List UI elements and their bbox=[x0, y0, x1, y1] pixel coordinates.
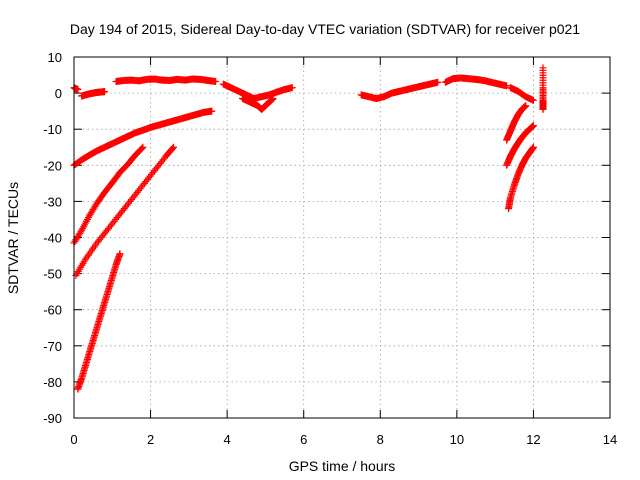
x-tick-label: 4 bbox=[224, 432, 231, 447]
x-tick-label: 10 bbox=[450, 432, 464, 447]
data-point bbox=[74, 85, 82, 93]
y-tick-label: -10 bbox=[43, 122, 62, 137]
x-tick-label: 12 bbox=[526, 432, 540, 447]
scatter-series bbox=[506, 84, 537, 104]
y-tick-label: -60 bbox=[43, 303, 62, 318]
data-point bbox=[288, 84, 296, 92]
y-tick-labels: 10 0 -10 -20 -30 -40 -50 -60 -70 -80 -90 bbox=[43, 50, 62, 426]
scatter-series bbox=[72, 143, 178, 279]
scatter-series bbox=[503, 102, 530, 144]
data-point bbox=[169, 144, 177, 152]
scatter-series bbox=[238, 95, 277, 113]
plot-frame bbox=[73, 56, 611, 419]
scatter-series bbox=[539, 64, 547, 113]
data-point bbox=[208, 107, 216, 115]
data-point bbox=[101, 88, 109, 96]
data-point bbox=[170, 143, 178, 151]
scatter-series bbox=[70, 84, 82, 93]
x-tick-labels: 0 2 4 6 8 10 12 14 bbox=[70, 432, 617, 447]
scatter-series bbox=[70, 107, 216, 169]
scatter-series bbox=[112, 75, 220, 86]
chart-title: Day 194 of 2015, Sidereal Day-to-day VTE… bbox=[70, 21, 580, 37]
scatter-series bbox=[74, 250, 124, 393]
data-point bbox=[529, 143, 537, 151]
y-tick-label: -90 bbox=[43, 411, 62, 426]
scatter-series bbox=[219, 80, 296, 103]
data-point bbox=[529, 122, 537, 130]
scatter-series bbox=[70, 143, 147, 247]
data-point bbox=[529, 96, 537, 104]
data-point bbox=[116, 250, 124, 258]
y-tick-label: -80 bbox=[43, 375, 62, 390]
y-tick-label: 0 bbox=[55, 86, 62, 101]
data-point bbox=[212, 78, 220, 86]
y-tick-label: -70 bbox=[43, 339, 62, 354]
scatter-series bbox=[441, 74, 511, 90]
data-point bbox=[138, 144, 146, 152]
data-point bbox=[269, 95, 277, 103]
x-tick-label: 8 bbox=[377, 432, 384, 447]
data-point bbox=[434, 78, 442, 86]
grid-lines bbox=[74, 57, 610, 418]
y-tick-label: -20 bbox=[43, 158, 62, 173]
y-tick-label: -40 bbox=[43, 231, 62, 246]
scatter-series bbox=[357, 78, 442, 103]
y-tick-label: -50 bbox=[43, 267, 62, 282]
data-point bbox=[139, 143, 147, 151]
y-tick-label: -30 bbox=[43, 194, 62, 209]
x-axis-label: GPS time / hours bbox=[289, 458, 396, 474]
x-tick-label: 0 bbox=[70, 432, 77, 447]
y-tick-label: 10 bbox=[48, 50, 62, 65]
data-point bbox=[503, 82, 511, 90]
scatter-series bbox=[505, 143, 537, 213]
y-axis-label: SDTVAR / TECUs bbox=[5, 182, 21, 294]
data-point bbox=[539, 105, 547, 113]
x-tick-label: 14 bbox=[603, 432, 617, 447]
scatter-series bbox=[503, 122, 537, 169]
x-tick-label: 2 bbox=[147, 432, 154, 447]
data-points bbox=[70, 64, 547, 393]
scatter-series bbox=[78, 88, 109, 100]
x-tick-label: 6 bbox=[300, 432, 307, 447]
data-point bbox=[522, 102, 530, 110]
